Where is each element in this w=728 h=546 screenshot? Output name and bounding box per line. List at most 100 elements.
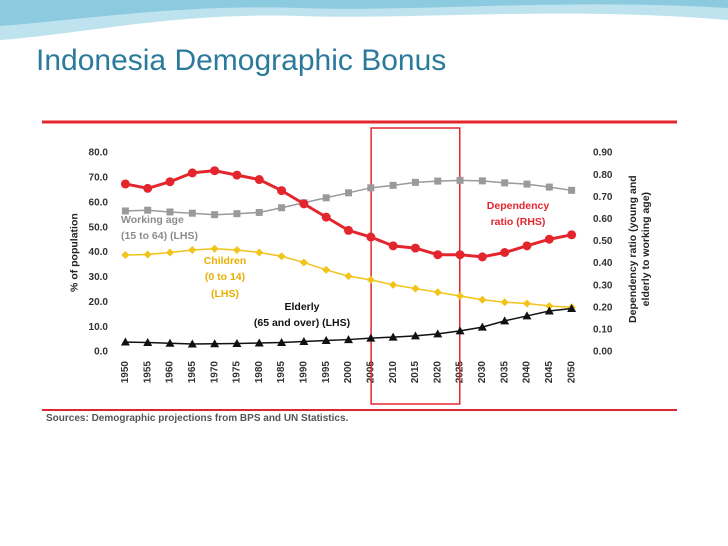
marker	[322, 194, 330, 202]
y-tick-label: 70.0	[89, 173, 109, 184]
x-tick-label: 1975	[232, 361, 243, 384]
marker	[254, 175, 264, 185]
x-tick-label: 1950	[120, 361, 131, 384]
marker	[277, 186, 287, 196]
series-label: Dependency ratio (RHS)	[486, 200, 550, 229]
marker	[321, 212, 331, 222]
y-tick-label: 50.0	[89, 222, 109, 233]
marker	[500, 248, 510, 257]
marker	[568, 186, 576, 194]
marker	[366, 275, 375, 284]
x-tick-label: 2050	[566, 361, 577, 384]
marker	[433, 250, 443, 260]
marker	[456, 292, 465, 301]
marker	[455, 250, 465, 260]
marker	[500, 316, 510, 325]
marker	[277, 252, 286, 261]
marker	[166, 248, 175, 257]
marker	[344, 335, 353, 344]
marker	[455, 326, 465, 335]
y2-tick-label: 0.40	[593, 258, 613, 269]
marker	[143, 338, 153, 347]
marker	[299, 199, 309, 209]
x-tick-label: 1965	[187, 361, 198, 384]
marker	[523, 180, 531, 188]
marker	[522, 299, 531, 308]
y2-tick-label: 0.30	[593, 280, 613, 291]
x-tick-label: 1980	[254, 361, 265, 384]
marker	[299, 337, 309, 346]
marker	[477, 322, 487, 331]
marker	[389, 181, 397, 189]
marker	[501, 179, 509, 187]
marker	[232, 339, 242, 348]
wave-decor	[0, 0, 728, 26]
marker	[411, 284, 420, 293]
x-tick-label: 1995	[321, 361, 332, 384]
marker	[522, 241, 532, 251]
marker	[211, 211, 219, 219]
marker	[143, 250, 152, 259]
series-label: Elderly (65 and over) (LHS)	[253, 301, 351, 330]
marker	[545, 183, 553, 191]
x-tick-label: 1970	[209, 361, 220, 384]
marker	[522, 311, 532, 320]
x-tick-label: 2045	[544, 361, 555, 384]
y-tick-label: 0.0	[94, 347, 108, 358]
marker	[366, 333, 376, 342]
x-tick-label: 1960	[165, 361, 176, 384]
x-tick-label: 2030	[477, 361, 488, 384]
y-axis-title: % of population	[68, 213, 81, 292]
wave-decor	[0, 0, 728, 40]
marker	[165, 338, 175, 347]
x-tick-label: 2010	[388, 361, 399, 384]
marker	[277, 338, 287, 347]
marker	[410, 331, 420, 340]
x-tick-label: 1955	[142, 361, 153, 384]
marker	[456, 176, 464, 184]
marker	[388, 241, 398, 251]
marker	[366, 232, 376, 242]
marker	[322, 265, 331, 274]
y2-tick-label: 0.60	[593, 214, 613, 225]
marker	[477, 252, 487, 262]
marker	[367, 184, 375, 192]
marker	[143, 183, 153, 193]
marker	[544, 234, 554, 244]
marker	[433, 329, 443, 338]
marker	[321, 336, 331, 345]
x-tick-label: 1985	[276, 361, 287, 384]
marker	[187, 168, 197, 178]
source-note: Sources: Demographic projections from BP…	[46, 413, 349, 424]
marker	[255, 248, 264, 257]
marker	[165, 177, 175, 187]
highlight-box	[370, 127, 461, 405]
y-tick-label: 40.0	[89, 247, 109, 258]
marker	[210, 166, 220, 176]
x-tick-label: 2015	[410, 361, 421, 384]
marker	[121, 207, 129, 215]
y2-tick-label: 0.90	[593, 148, 613, 159]
marker	[478, 295, 487, 304]
marker	[278, 204, 286, 212]
x-tick-label: 2020	[432, 361, 443, 384]
y-tick-label: 60.0	[89, 197, 109, 208]
marker	[433, 288, 442, 297]
marker	[345, 189, 352, 197]
marker	[500, 298, 509, 307]
marker	[233, 210, 241, 218]
marker	[411, 178, 419, 186]
marker	[120, 337, 130, 346]
y2-tick-label: 0.50	[593, 236, 613, 247]
marker	[144, 206, 152, 214]
x-tick-label: 2035	[499, 361, 510, 384]
y-tick-label: 30.0	[89, 272, 109, 283]
marker	[478, 177, 486, 185]
marker	[232, 246, 241, 255]
marker	[210, 244, 219, 253]
marker	[567, 230, 577, 240]
x-tick-label: 1990	[299, 361, 310, 384]
marker	[232, 170, 242, 180]
marker	[344, 225, 353, 235]
